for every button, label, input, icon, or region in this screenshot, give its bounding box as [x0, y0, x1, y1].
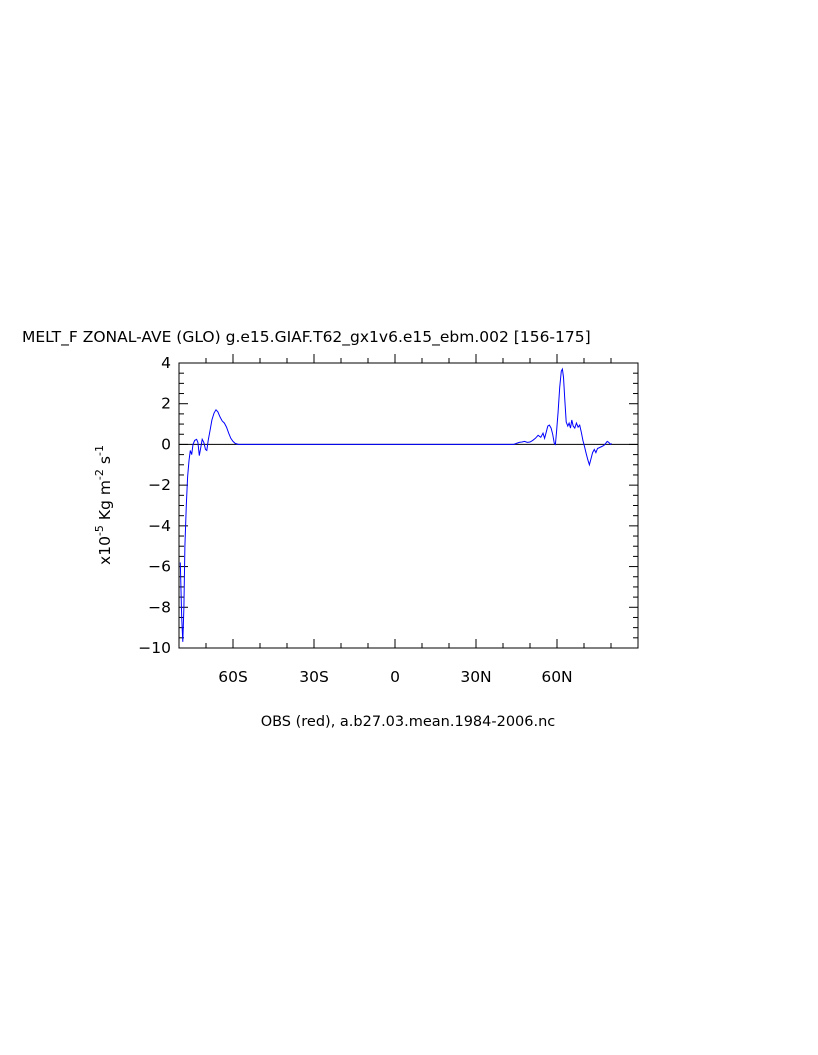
y-label-unit-b-exponent: -1	[93, 445, 106, 456]
y-label-unit-a-exponent: -2	[93, 469, 106, 480]
y-tick-label: −10	[138, 639, 171, 657]
y-axis-ticks: −10 −8 −6 −4 −2 0 2 4	[138, 354, 638, 657]
y-tick-label: −2	[148, 476, 171, 494]
y-label-unit-b: s	[96, 456, 114, 464]
x-axis-ticks: 60S 30S 0 30N 60N	[205, 354, 612, 686]
x-tick-label: 30N	[460, 668, 491, 686]
y-tick-label: −8	[148, 598, 171, 616]
series-group	[179, 367, 612, 642]
y-label-exponent: -5	[93, 525, 106, 536]
x-tick-label: 0	[390, 668, 400, 686]
series-line-0	[179, 367, 612, 642]
x-axis-label: OBS (red), a.b27.03.mean.1984-2006.nc	[261, 714, 556, 730]
chart-title: MELT_F ZONAL-AVE (GLO) g.e15.GIAF.T62_gx…	[22, 328, 591, 347]
x-tick-label: 60N	[541, 668, 572, 686]
x-tick-label: 30S	[299, 668, 329, 686]
y-tick-label: 2	[161, 395, 171, 413]
x-tick-label: 60S	[218, 668, 248, 686]
y-tick-label: −6	[148, 558, 171, 576]
y-tick-label: 4	[161, 354, 171, 372]
plot-frame	[178, 362, 639, 649]
y-label-prefix: x10	[96, 536, 114, 565]
y-tick-label: −4	[148, 517, 171, 535]
y-label-unit-a: Kg m	[96, 480, 114, 520]
y-axis-label: x10-5 Kg m-2 s-1	[93, 445, 114, 565]
y-tick-label: 0	[161, 435, 171, 453]
